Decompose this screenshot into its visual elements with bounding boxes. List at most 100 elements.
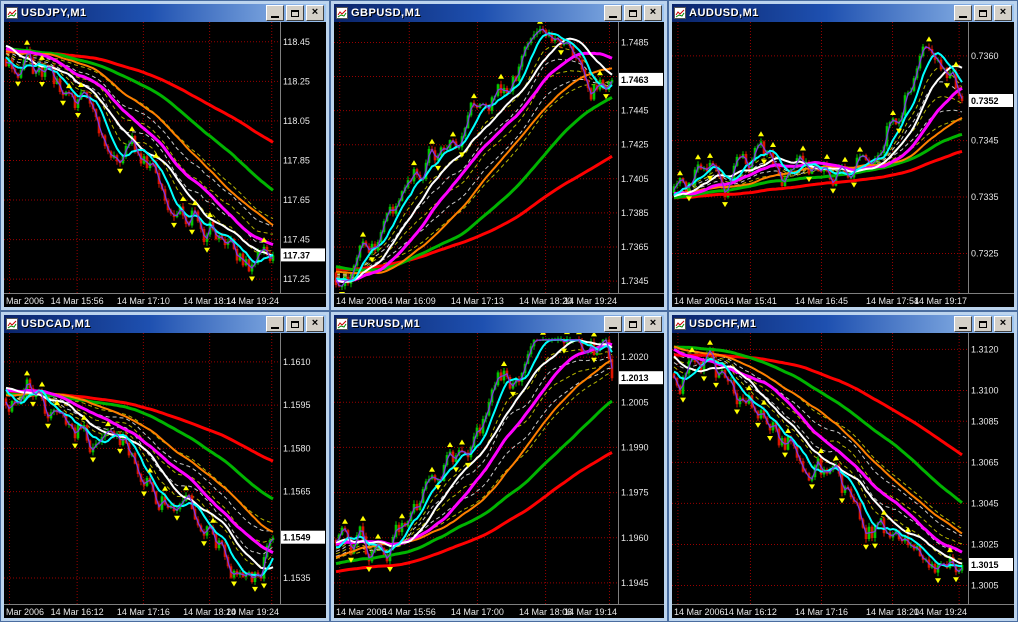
chart-icon: [6, 7, 18, 19]
price-label: 1.1975: [621, 488, 649, 498]
chart-plot[interactable]: 1.2020 1.2005 1.1990 1.1975 1.1960 1.1945 14 M…: [334, 333, 664, 618]
time-label: 14 Mar 16:09: [383, 296, 436, 306]
price-label: 1.7385: [621, 208, 649, 218]
current-price-badge: 1.3015: [971, 560, 999, 570]
time-label: 14 Mar 19:14: [564, 607, 617, 617]
price-label: 0.7360: [971, 51, 999, 61]
price-label: 1.1610: [283, 357, 311, 367]
close-button[interactable]: ×: [994, 316, 1012, 332]
maximize-button[interactable]: [286, 316, 304, 332]
time-label: 14 Mar 17:00: [451, 607, 504, 617]
close-button[interactable]: ×: [306, 316, 324, 332]
close-icon: ×: [649, 6, 657, 18]
price-label: 1.1565: [283, 487, 311, 497]
chart-icon: [6, 318, 18, 330]
minimize-button[interactable]: [266, 5, 284, 21]
window-titlebar[interactable]: USDJPY,M1 ×: [4, 4, 326, 22]
time-label: 14 Mar 16:12: [51, 607, 104, 617]
maximize-button[interactable]: [974, 5, 992, 21]
time-label: Mar 2006: [6, 607, 44, 617]
close-button[interactable]: ×: [994, 5, 1012, 21]
time-label: 14 Mar 15:41: [724, 296, 777, 306]
time-label: 14 Mar 2006: [336, 607, 387, 617]
price-label: 1.3005: [971, 581, 999, 591]
chart-plot[interactable]: 1.74851.74651.74451.74251.74051.73851.73…: [334, 22, 664, 307]
maximize-button[interactable]: [974, 316, 992, 332]
price-label: 1.7405: [621, 174, 649, 184]
close-button[interactable]: ×: [644, 316, 662, 332]
chart-plot[interactable]: 1.3120 1.3100 1.3085 1.3065 1.3045 1.3025 1.30…: [672, 333, 1014, 618]
time-label: 14 Mar 17:16: [795, 607, 848, 617]
price-label: 1.3045: [971, 498, 999, 508]
close-icon: ×: [999, 6, 1007, 18]
close-button[interactable]: ×: [306, 5, 324, 21]
price-label: 1.1960: [621, 533, 649, 543]
minimize-button[interactable]: [954, 316, 972, 332]
window-titlebar[interactable]: USDCAD,M1 ×: [4, 315, 326, 333]
window-controls: ×: [264, 316, 324, 332]
chart-window: USDCHF,M1 × 1.3120 1.3100 1.3085 1.3065 1.30…: [668, 311, 1018, 622]
chart-plot[interactable]: 1.1610 1.1595 1.1580 1.1565 1.1535 Mar 2006 14…: [4, 333, 326, 618]
maximize-button[interactable]: [624, 5, 642, 21]
close-button[interactable]: ×: [644, 5, 662, 21]
minimize-button[interactable]: [604, 5, 622, 21]
current-price-badge: 0.7352: [971, 96, 999, 106]
chart-window: EURUSD,M1 × 1.2020 1.2005 1.1990 1.1975 1.19…: [330, 311, 668, 622]
time-label: 14 Mar 18:14: [183, 296, 236, 306]
price-label: 1.1990: [621, 442, 649, 452]
price-label: 0.7325: [971, 248, 999, 258]
time-label: 14 Mar 15:56: [383, 607, 436, 617]
price-label: 1.1595: [283, 400, 311, 410]
time-label: 14 Mar 15:56: [51, 296, 104, 306]
chart-plot[interactable]: 118.45 118.25 118.05 117.85 117.65 117.45 117.…: [4, 22, 326, 307]
chart-icon: [336, 318, 348, 330]
time-label: 14 Mar 18:20: [519, 296, 572, 306]
price-label: 117.45: [283, 235, 310, 245]
time-label: 14 Mar 16:45: [795, 296, 848, 306]
close-icon: ×: [311, 317, 319, 329]
price-label: 1.1535: [283, 573, 311, 583]
close-icon: ×: [311, 6, 319, 18]
price-label: 118.45: [283, 37, 310, 47]
minimize-button[interactable]: [266, 316, 284, 332]
window-controls: ×: [952, 316, 1012, 332]
minimize-icon: [609, 327, 617, 329]
window-titlebar[interactable]: EURUSD,M1 ×: [334, 315, 664, 333]
price-label: 1.7345: [621, 276, 649, 286]
chart-window: GBPUSD,M1 × 1.74851.74651.74451.74251.74…: [330, 0, 668, 311]
time-label: 14 Mar 19:24: [914, 607, 967, 617]
minimize-button[interactable]: [954, 5, 972, 21]
price-label: 1.7365: [621, 242, 649, 252]
window-titlebar[interactable]: GBPUSD,M1 ×: [334, 4, 664, 22]
price-label: 1.1580: [283, 443, 311, 453]
time-label: 14 Mar 2006: [336, 296, 387, 306]
price-label: 117.65: [283, 195, 310, 205]
current-price-badge: 1.1549: [283, 533, 311, 543]
price-label: 1.1945: [621, 578, 649, 588]
time-label: 14 Mar 18:20: [866, 607, 919, 617]
chart-window: AUDUSD,M1 × 0.7360 0.7345 0.7335 0.7325 14 M…: [668, 0, 1018, 311]
minimize-button[interactable]: [604, 316, 622, 332]
window-controls: ×: [952, 5, 1012, 21]
time-label: 14 Mar 16:12: [724, 607, 777, 617]
window-titlebar[interactable]: USDCHF,M1 ×: [672, 315, 1014, 333]
window-title: GBPUSD,M1: [351, 7, 421, 19]
maximize-button[interactable]: [624, 316, 642, 332]
maximize-icon: [291, 320, 299, 328]
time-label: 14 Mar 19:24: [564, 296, 617, 306]
window-controls: ×: [602, 316, 662, 332]
price-label: 117.25: [283, 274, 310, 284]
price-label: 1.2020: [621, 352, 649, 362]
minimize-icon: [271, 16, 279, 18]
window-titlebar[interactable]: AUDUSD,M1 ×: [672, 4, 1014, 22]
price-label: 1.3065: [971, 457, 999, 467]
price-label: 1.3100: [971, 385, 999, 395]
time-label: Mar 2006: [6, 296, 44, 306]
maximize-button[interactable]: [286, 5, 304, 21]
current-price-badge: 1.7463: [621, 75, 649, 85]
minimize-icon: [609, 16, 617, 18]
current-price-badge: 1.2013: [621, 373, 649, 383]
time-label: 14 Mar 17:54: [866, 296, 919, 306]
